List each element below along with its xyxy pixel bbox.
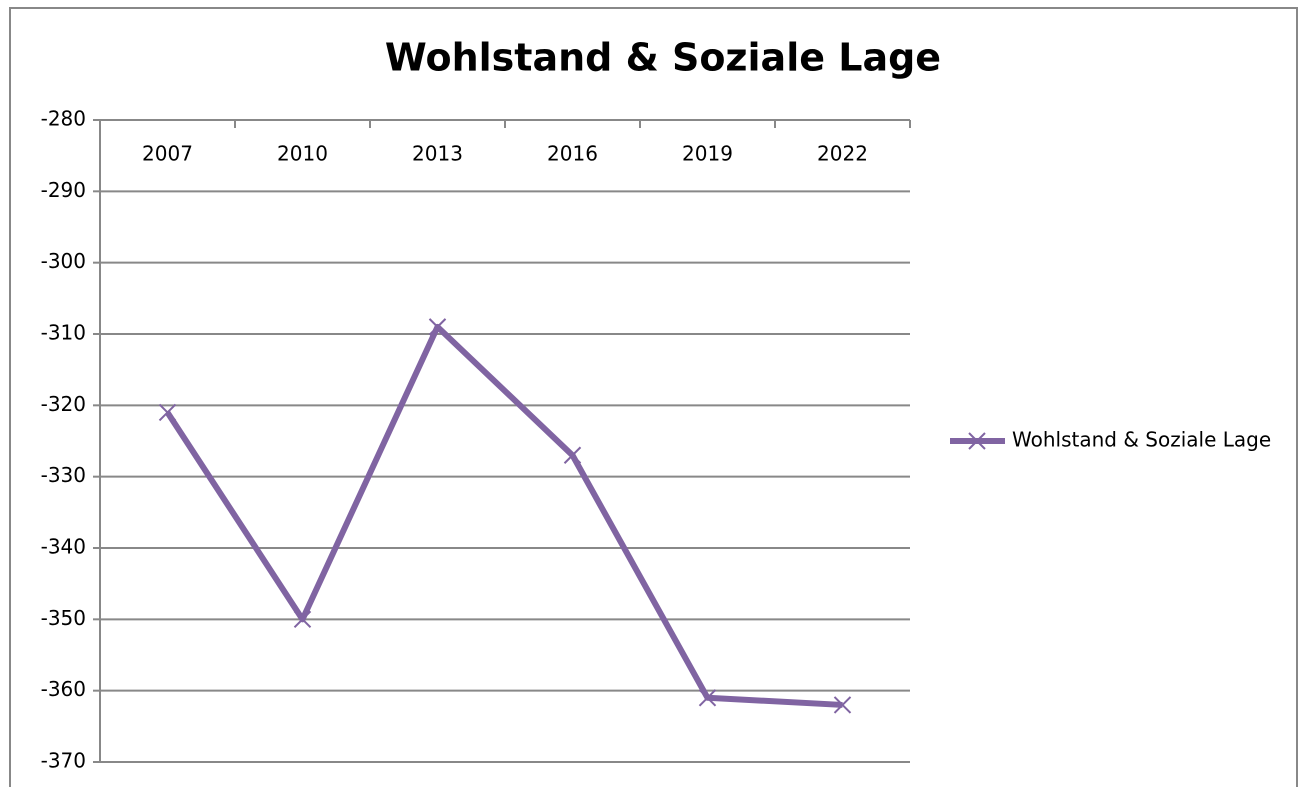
data-marker — [428, 318, 447, 336]
y-tick-label: -320 — [41, 392, 86, 416]
x-tick-label: 2019 — [682, 142, 733, 166]
chart-title: Wohlstand & Soziale Lage — [385, 36, 941, 80]
x-tick-label: 2013 — [412, 142, 463, 166]
legend-marker — [968, 432, 986, 450]
x-tick-label: 2016 — [547, 142, 598, 166]
y-tick-label: -280 — [41, 107, 86, 131]
x-tick-label: 2010 — [277, 142, 328, 166]
y-tick-label: -290 — [41, 178, 86, 202]
y-tick-label: -350 — [41, 606, 86, 630]
y-tick-label: -300 — [41, 249, 86, 273]
data-marker — [698, 689, 717, 707]
data-marker — [293, 610, 312, 629]
data-marker — [158, 403, 177, 422]
x-tick-label: 2022 — [817, 142, 868, 166]
data-marker — [563, 446, 582, 464]
y-tick-label: -360 — [41, 677, 86, 701]
y-tick-label: -330 — [41, 463, 86, 487]
x-tick-label: 2007 — [142, 142, 193, 166]
y-tick-label: -340 — [41, 535, 86, 559]
data-line — [164, 323, 843, 708]
data-marker — [833, 696, 852, 714]
y-tick-label: -310 — [41, 321, 86, 345]
y-tick-label: -370 — [41, 749, 86, 773]
legend-label: Wohlstand & Soziale Lage — [1012, 428, 1271, 452]
chart-frame — [9, 7, 1298, 787]
